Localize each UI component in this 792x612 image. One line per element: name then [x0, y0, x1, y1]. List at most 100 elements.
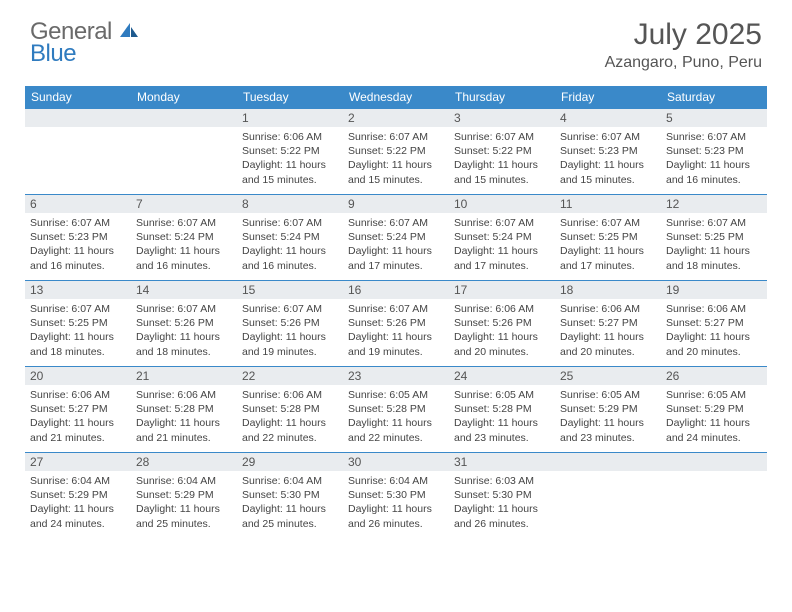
sunset-text: Sunset: 5:28 PM — [348, 402, 444, 416]
day-number — [555, 453, 661, 471]
brand-logo: General Blue — [30, 18, 140, 68]
daylight-line2: and 25 minutes. — [242, 517, 338, 531]
daylight-line2: and 17 minutes. — [560, 259, 656, 273]
daylight-line2: and 15 minutes. — [454, 173, 550, 187]
calendar-header-row: SundayMondayTuesdayWednesdayThursdayFrid… — [25, 86, 767, 109]
calendar-day-cell: 20Sunrise: 6:06 AMSunset: 5:27 PMDayligh… — [25, 367, 131, 453]
daylight-line1: Daylight: 11 hours — [242, 416, 338, 430]
calendar-empty-cell — [555, 453, 661, 539]
daylight-line1: Daylight: 11 hours — [30, 330, 126, 344]
calendar-day-cell: 10Sunrise: 6:07 AMSunset: 5:24 PMDayligh… — [449, 195, 555, 281]
day-number: 4 — [555, 109, 661, 127]
day-number: 23 — [343, 367, 449, 385]
day-number: 18 — [555, 281, 661, 299]
daylight-line2: and 20 minutes. — [666, 345, 762, 359]
day-info: Sunrise: 6:04 AMSunset: 5:29 PMDaylight:… — [131, 471, 237, 534]
calendar-day-cell: 14Sunrise: 6:07 AMSunset: 5:26 PMDayligh… — [131, 281, 237, 367]
calendar-empty-cell — [25, 109, 131, 195]
sunrise-text: Sunrise: 6:07 AM — [136, 302, 232, 316]
day-number: 5 — [661, 109, 767, 127]
day-number: 1 — [237, 109, 343, 127]
weekday-header: Friday — [555, 86, 661, 109]
calendar-day-cell: 1Sunrise: 6:06 AMSunset: 5:22 PMDaylight… — [237, 109, 343, 195]
sunset-text: Sunset: 5:25 PM — [30, 316, 126, 330]
day-info: Sunrise: 6:07 AMSunset: 5:26 PMDaylight:… — [343, 299, 449, 362]
page-header: General Blue July 2025 Azangaro, Puno, P… — [0, 0, 792, 80]
daylight-line1: Daylight: 11 hours — [666, 416, 762, 430]
day-number: 30 — [343, 453, 449, 471]
sunrise-text: Sunrise: 6:04 AM — [30, 474, 126, 488]
day-info: Sunrise: 6:06 AMSunset: 5:22 PMDaylight:… — [237, 127, 343, 190]
day-info: Sunrise: 6:05 AMSunset: 5:28 PMDaylight:… — [449, 385, 555, 448]
calendar-day-cell: 19Sunrise: 6:06 AMSunset: 5:27 PMDayligh… — [661, 281, 767, 367]
sunrise-text: Sunrise: 6:06 AM — [666, 302, 762, 316]
calendar-empty-cell — [131, 109, 237, 195]
sunset-text: Sunset: 5:29 PM — [666, 402, 762, 416]
calendar-day-cell: 24Sunrise: 6:05 AMSunset: 5:28 PMDayligh… — [449, 367, 555, 453]
calendar-day-cell: 18Sunrise: 6:06 AMSunset: 5:27 PMDayligh… — [555, 281, 661, 367]
daylight-line2: and 24 minutes. — [666, 431, 762, 445]
calendar-day-cell: 2Sunrise: 6:07 AMSunset: 5:22 PMDaylight… — [343, 109, 449, 195]
month-title: July 2025 — [605, 18, 762, 52]
weekday-header: Tuesday — [237, 86, 343, 109]
calendar-day-cell: 7Sunrise: 6:07 AMSunset: 5:24 PMDaylight… — [131, 195, 237, 281]
daylight-line1: Daylight: 11 hours — [30, 502, 126, 516]
sunrise-text: Sunrise: 6:06 AM — [242, 130, 338, 144]
sunset-text: Sunset: 5:23 PM — [30, 230, 126, 244]
weekday-header: Monday — [131, 86, 237, 109]
calendar-week-row: 20Sunrise: 6:06 AMSunset: 5:27 PMDayligh… — [25, 367, 767, 453]
daylight-line1: Daylight: 11 hours — [666, 158, 762, 172]
day-info: Sunrise: 6:07 AMSunset: 5:25 PMDaylight:… — [25, 299, 131, 362]
daylight-line2: and 26 minutes. — [348, 517, 444, 531]
daylight-line2: and 22 minutes. — [242, 431, 338, 445]
day-number: 25 — [555, 367, 661, 385]
daylight-line2: and 18 minutes. — [666, 259, 762, 273]
sunset-text: Sunset: 5:25 PM — [560, 230, 656, 244]
daylight-line1: Daylight: 11 hours — [560, 244, 656, 258]
calendar-day-cell: 5Sunrise: 6:07 AMSunset: 5:23 PMDaylight… — [661, 109, 767, 195]
day-info: Sunrise: 6:07 AMSunset: 5:25 PMDaylight:… — [555, 213, 661, 276]
daylight-line1: Daylight: 11 hours — [30, 416, 126, 430]
sunset-text: Sunset: 5:30 PM — [454, 488, 550, 502]
calendar-day-cell: 11Sunrise: 6:07 AMSunset: 5:25 PMDayligh… — [555, 195, 661, 281]
sunrise-text: Sunrise: 6:07 AM — [136, 216, 232, 230]
calendar-day-cell: 22Sunrise: 6:06 AMSunset: 5:28 PMDayligh… — [237, 367, 343, 453]
day-number: 15 — [237, 281, 343, 299]
day-info: Sunrise: 6:04 AMSunset: 5:30 PMDaylight:… — [343, 471, 449, 534]
daylight-line1: Daylight: 11 hours — [454, 158, 550, 172]
calendar-week-row: 13Sunrise: 6:07 AMSunset: 5:25 PMDayligh… — [25, 281, 767, 367]
sunset-text: Sunset: 5:22 PM — [242, 144, 338, 158]
day-number: 6 — [25, 195, 131, 213]
day-info: Sunrise: 6:07 AMSunset: 5:24 PMDaylight:… — [449, 213, 555, 276]
daylight-line2: and 16 minutes. — [242, 259, 338, 273]
sunrise-text: Sunrise: 6:04 AM — [348, 474, 444, 488]
daylight-line2: and 24 minutes. — [30, 517, 126, 531]
day-info: Sunrise: 6:07 AMSunset: 5:26 PMDaylight:… — [237, 299, 343, 362]
sunrise-text: Sunrise: 6:07 AM — [666, 130, 762, 144]
day-number: 21 — [131, 367, 237, 385]
calendar-table: SundayMondayTuesdayWednesdayThursdayFrid… — [25, 86, 767, 539]
day-number: 12 — [661, 195, 767, 213]
sunset-text: Sunset: 5:29 PM — [560, 402, 656, 416]
sunset-text: Sunset: 5:26 PM — [242, 316, 338, 330]
daylight-line2: and 25 minutes. — [136, 517, 232, 531]
daylight-line1: Daylight: 11 hours — [666, 244, 762, 258]
calendar-day-cell: 16Sunrise: 6:07 AMSunset: 5:26 PMDayligh… — [343, 281, 449, 367]
sunrise-text: Sunrise: 6:06 AM — [30, 388, 126, 402]
daylight-line1: Daylight: 11 hours — [560, 158, 656, 172]
sunset-text: Sunset: 5:27 PM — [666, 316, 762, 330]
daylight-line2: and 26 minutes. — [454, 517, 550, 531]
day-info — [25, 127, 131, 182]
title-block: July 2025 Azangaro, Puno, Peru — [605, 18, 762, 72]
day-number: 27 — [25, 453, 131, 471]
sunrise-text: Sunrise: 6:05 AM — [348, 388, 444, 402]
daylight-line2: and 15 minutes. — [348, 173, 444, 187]
day-number: 29 — [237, 453, 343, 471]
day-info: Sunrise: 6:03 AMSunset: 5:30 PMDaylight:… — [449, 471, 555, 534]
sunset-text: Sunset: 5:29 PM — [136, 488, 232, 502]
sunrise-text: Sunrise: 6:07 AM — [348, 130, 444, 144]
day-number: 31 — [449, 453, 555, 471]
day-info: Sunrise: 6:05 AMSunset: 5:29 PMDaylight:… — [661, 385, 767, 448]
sail-icon — [118, 21, 140, 44]
sunrise-text: Sunrise: 6:07 AM — [348, 216, 444, 230]
